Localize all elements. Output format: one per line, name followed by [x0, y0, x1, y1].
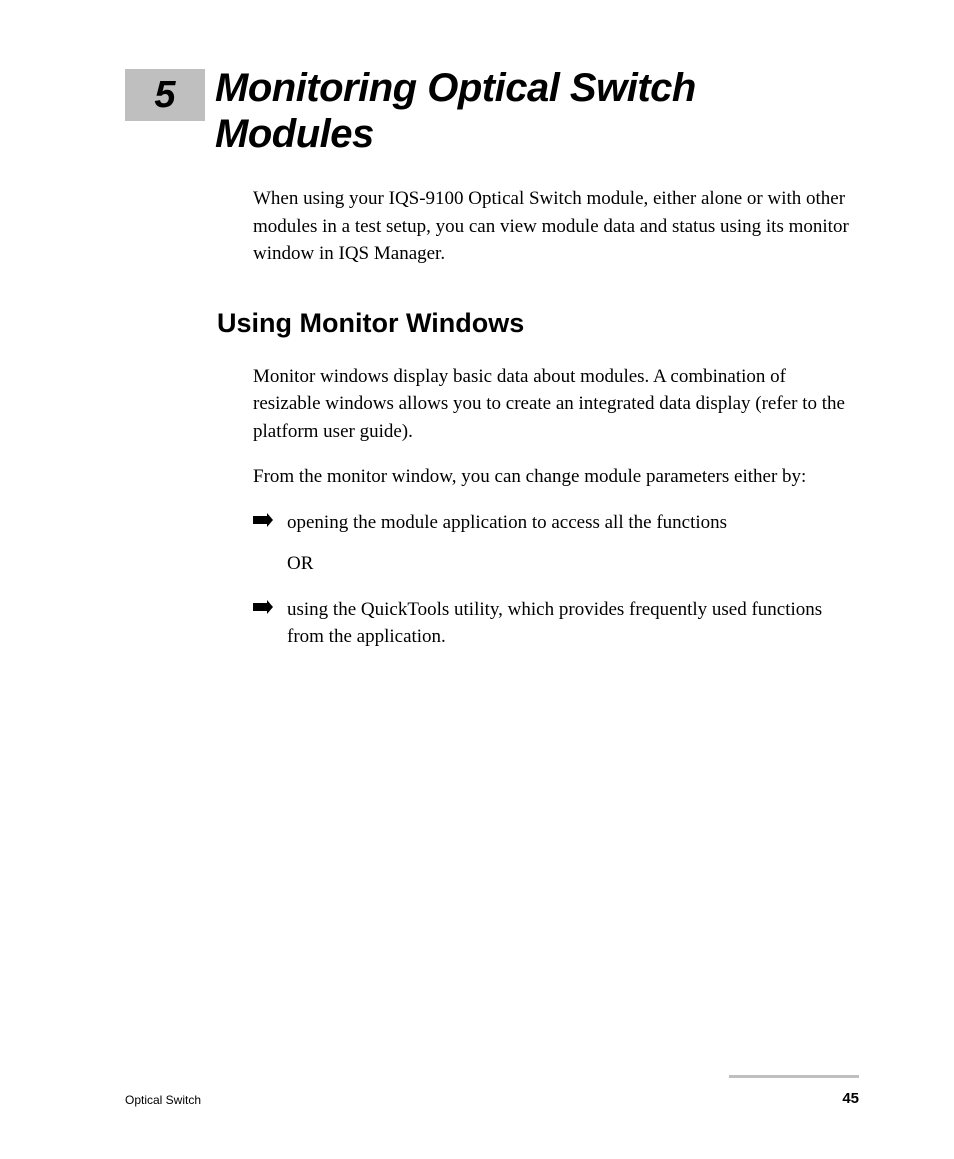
section-paragraph-1: Monitor windows display basic data about…	[253, 363, 849, 446]
bullet-item: opening the module application to access…	[253, 509, 849, 578]
bullet-or: OR	[287, 550, 849, 578]
bullet-text: using the QuickTools utility, which prov…	[287, 599, 822, 648]
chapter-number: 5	[154, 74, 175, 117]
page: 5 Monitoring Optical Switch Modules When…	[0, 0, 954, 1159]
bullet-text: opening the module application to access…	[287, 512, 727, 533]
chapter-number-box: 5	[125, 69, 205, 121]
bullet-list: opening the module application to access…	[253, 509, 849, 651]
bullet-item: using the QuickTools utility, which prov…	[253, 596, 849, 651]
intro-paragraph: When using your IQS-9100 Optical Switch …	[253, 185, 849, 268]
page-number: 45	[842, 1090, 859, 1107]
section-paragraph-2: From the monitor window, you can change …	[253, 463, 849, 491]
arrow-icon	[253, 600, 273, 614]
section-heading: Using Monitor Windows	[217, 308, 859, 339]
page-footer: Optical Switch 45	[125, 1083, 859, 1107]
footer-rule	[729, 1075, 859, 1078]
arrow-icon	[253, 513, 273, 527]
footer-left-text: Optical Switch	[125, 1093, 201, 1107]
chapter-header: 5 Monitoring Optical Switch Modules	[125, 65, 859, 157]
chapter-title: Monitoring Optical Switch Modules	[215, 65, 859, 157]
